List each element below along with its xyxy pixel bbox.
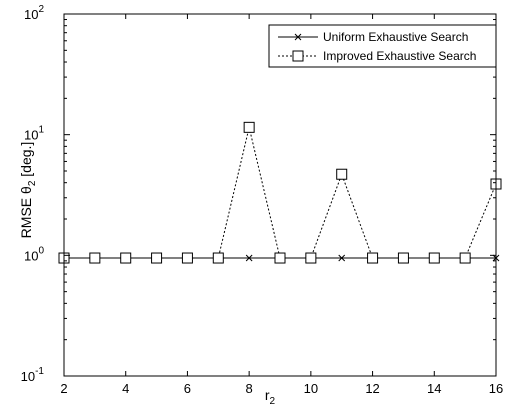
y-tick-label: 10-1 — [21, 366, 45, 384]
data-point-improved — [243, 121, 255, 133]
y-tick-label: 100 — [24, 245, 44, 263]
data-point-improved — [459, 252, 471, 264]
y-tick-label: 102 — [24, 4, 44, 22]
axes-frame — [63, 13, 497, 377]
x-tick-label: 2 — [60, 381, 67, 396]
data-point-improved — [151, 252, 163, 264]
data-point-improved — [305, 252, 317, 264]
y-tick-label: 101 — [24, 125, 44, 143]
x-tick-label: 10 — [304, 381, 318, 396]
legend-marker-square-icon — [292, 50, 304, 62]
data-point-improved — [336, 168, 348, 180]
x-tick-label: 12 — [365, 381, 379, 396]
x-axis-label: r2 — [265, 387, 276, 406]
legend-marker-x-icon — [294, 33, 302, 41]
x-tick-label: 8 — [246, 381, 253, 396]
data-point-uniform — [245, 254, 253, 262]
data-point-improved — [212, 252, 224, 264]
data-point-improved — [397, 252, 409, 264]
data-point-improved — [367, 252, 379, 264]
data-point-improved — [89, 252, 101, 264]
legend-label-uniform: Uniform Exhaustive Search — [323, 30, 468, 44]
plot-area — [58, 121, 502, 264]
x-tick-label: 16 — [489, 381, 503, 396]
y-axis-label: RMSE θ2 [deg.] — [18, 142, 38, 239]
x-tick-label: 4 — [122, 381, 129, 396]
x-tick-label: 14 — [427, 381, 441, 396]
data-point-improved — [428, 252, 440, 264]
data-point-improved — [120, 252, 132, 264]
data-point-improved — [274, 252, 286, 264]
data-point-improved — [181, 252, 193, 264]
x-tick-label: 6 — [184, 381, 191, 396]
legend-box — [268, 24, 497, 68]
data-point-uniform — [338, 254, 346, 262]
legend: Uniform Exhaustive Search Improved Exhau… — [268, 24, 497, 68]
legend-label-improved: Improved Exhaustive Search — [323, 49, 476, 63]
series-line-improved — [64, 127, 497, 259]
